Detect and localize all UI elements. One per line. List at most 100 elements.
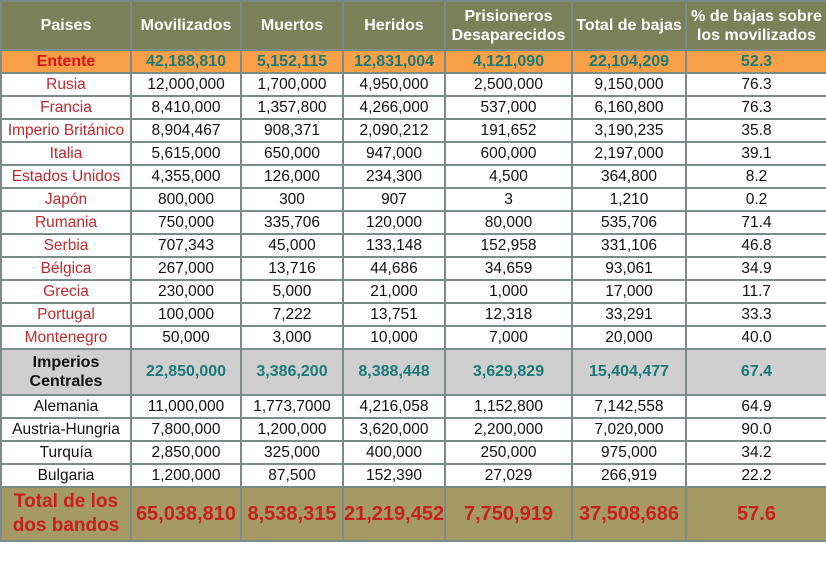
movilizados-cell: 2,850,000 [130, 440, 242, 465]
total-bajas-cell: 266,919 [571, 463, 687, 488]
country-cell: Portugal [0, 302, 132, 327]
total-bajas-cell: 9,150,000 [571, 72, 687, 97]
entente-total-bajas: 22,104,209 [571, 49, 687, 74]
centrales-heridos: 8,388,448 [342, 348, 446, 396]
muertos-cell: 5,000 [240, 279, 344, 304]
prisioneros-cell: 152,958 [444, 233, 573, 258]
casualties-table: Paises Movilizados Muertos Heridos Prisi… [0, 0, 826, 542]
porcentaje-cell: 34.9 [685, 256, 826, 281]
total-bajas-cell: 535,706 [571, 210, 687, 235]
movilizados-cell: 100,000 [130, 302, 242, 327]
total-bajas-cell: 7,142,558 [571, 394, 687, 419]
heridos-cell: 10,000 [342, 325, 446, 350]
centrales-porcentaje: 67.4 [685, 348, 826, 396]
prisioneros-cell: 34,659 [444, 256, 573, 281]
heridos-cell: 3,620,000 [342, 417, 446, 442]
porcentaje-cell: 0.2 [685, 187, 826, 212]
prisioneros-cell: 537,000 [444, 95, 573, 120]
total-bajas-cell: 6,160,800 [571, 95, 687, 120]
movilizados-cell: 230,000 [130, 279, 242, 304]
muertos-cell: 3,000 [240, 325, 344, 350]
porcentaje-cell: 40.0 [685, 325, 826, 350]
prisioneros-cell: 3 [444, 187, 573, 212]
table-row: Italia 5,615,000 650,000 947,000 600,000 2,19… [0, 141, 826, 166]
header-total-bajas: Total de bajas [571, 0, 687, 51]
porcentaje-cell: 76.3 [685, 72, 826, 97]
movilizados-cell: 267,000 [130, 256, 242, 281]
country-cell: Montenegro [0, 325, 132, 350]
porcentaje-cell: 46.8 [685, 233, 826, 258]
total-bajas-cell: 17,000 [571, 279, 687, 304]
heridos-cell: 152,390 [342, 463, 446, 488]
header-muertos: Muertos [240, 0, 344, 51]
total-porcentaje: 57.6 [685, 486, 826, 542]
porcentaje-cell: 64.9 [685, 394, 826, 419]
muertos-cell: 335,706 [240, 210, 344, 235]
header-row: Paises Movilizados Muertos Heridos Prisi… [0, 0, 826, 51]
total-bajas-cell: 33,291 [571, 302, 687, 327]
table-row: Portugal 100,000 7,222 13,751 12,318 33,291 33… [0, 302, 826, 327]
movilizados-cell: 7,800,000 [130, 417, 242, 442]
entente-muertos: 5,152,115 [240, 49, 344, 74]
centrales-total-bajas: 15,404,477 [571, 348, 687, 396]
muertos-cell: 1,200,000 [240, 417, 344, 442]
country-cell: Italia [0, 141, 132, 166]
country-cell: Estados Unidos [0, 164, 132, 189]
centrales-muertos: 3,386,200 [240, 348, 344, 396]
total-bajas-cell: 331,106 [571, 233, 687, 258]
header-porcentaje: % de bajas sobre los movilizados [685, 0, 826, 51]
heridos-cell: 44,686 [342, 256, 446, 281]
muertos-cell: 1,357,800 [240, 95, 344, 120]
movilizados-cell: 12,000,000 [130, 72, 242, 97]
prisioneros-cell: 1,000 [444, 279, 573, 304]
entente-heridos: 12,831,004 [342, 49, 446, 74]
centrales-name: Imperios Centrales [0, 348, 132, 396]
porcentaje-cell: 22.2 [685, 463, 826, 488]
movilizados-cell: 707,343 [130, 233, 242, 258]
country-cell: Bulgaria [0, 463, 132, 488]
centrales-summary-row: Imperios Centrales 22,850,000 3,386,200 … [0, 348, 826, 396]
total-bajas-cell: 20,000 [571, 325, 687, 350]
heridos-cell: 4,216,058 [342, 394, 446, 419]
heridos-cell: 133,148 [342, 233, 446, 258]
table-row: Montenegro 50,000 3,000 10,000 7,000 20,000 40… [0, 325, 826, 350]
movilizados-cell: 11,000,000 [130, 394, 242, 419]
prisioneros-cell: 27,029 [444, 463, 573, 488]
header-movilizados: Movilizados [130, 0, 242, 51]
prisioneros-cell: 80,000 [444, 210, 573, 235]
heridos-cell: 4,266,000 [342, 95, 446, 120]
centrales-movilizados: 22,850,000 [130, 348, 242, 396]
header-prisioneros: Prisioneros Desaparecidos [444, 0, 573, 51]
table-row: Rusia 12,000,000 1,700,000 4,950,000 2,500,0… [0, 72, 826, 97]
entente-summary-row: Entente 42,188,810 5,152,115 12,831,004 … [0, 49, 826, 74]
total-muertos: 8,538,315 [240, 486, 344, 542]
movilizados-cell: 4,355,000 [130, 164, 242, 189]
country-cell: Serbia [0, 233, 132, 258]
heridos-cell: 2,090,212 [342, 118, 446, 143]
muertos-cell: 13,716 [240, 256, 344, 281]
total-bajas-cell: 364,800 [571, 164, 687, 189]
table-row: Turquía 2,850,000 325,000 400,000 250,000 975… [0, 440, 826, 465]
centrales-prisioneros: 3,629,829 [444, 348, 573, 396]
entente-name: Entente [0, 49, 132, 74]
total-summary-row: Total de los dos bandos 65,038,810 8,538… [0, 486, 826, 542]
total-bajas-cell: 7,020,000 [571, 417, 687, 442]
prisioneros-cell: 191,652 [444, 118, 573, 143]
heridos-cell: 400,000 [342, 440, 446, 465]
entente-movilizados: 42,188,810 [130, 49, 242, 74]
porcentaje-cell: 11.7 [685, 279, 826, 304]
porcentaje-cell: 76.3 [685, 95, 826, 120]
country-cell: Alemania [0, 394, 132, 419]
muertos-cell: 325,000 [240, 440, 344, 465]
muertos-cell: 1,773,7000 [240, 394, 344, 419]
prisioneros-cell: 7,000 [444, 325, 573, 350]
movilizados-cell: 750,000 [130, 210, 242, 235]
muertos-cell: 908,371 [240, 118, 344, 143]
heridos-cell: 4,950,000 [342, 72, 446, 97]
muertos-cell: 1,700,000 [240, 72, 344, 97]
table-row: Alemania 11,000,000 1,773,7000 4,216,058 1,1… [0, 394, 826, 419]
table-row: Serbia 707,343 45,000 133,148 152,958 331,106… [0, 233, 826, 258]
porcentaje-cell: 71.4 [685, 210, 826, 235]
movilizados-cell: 5,615,000 [130, 141, 242, 166]
entente-porcentaje: 52.3 [685, 49, 826, 74]
